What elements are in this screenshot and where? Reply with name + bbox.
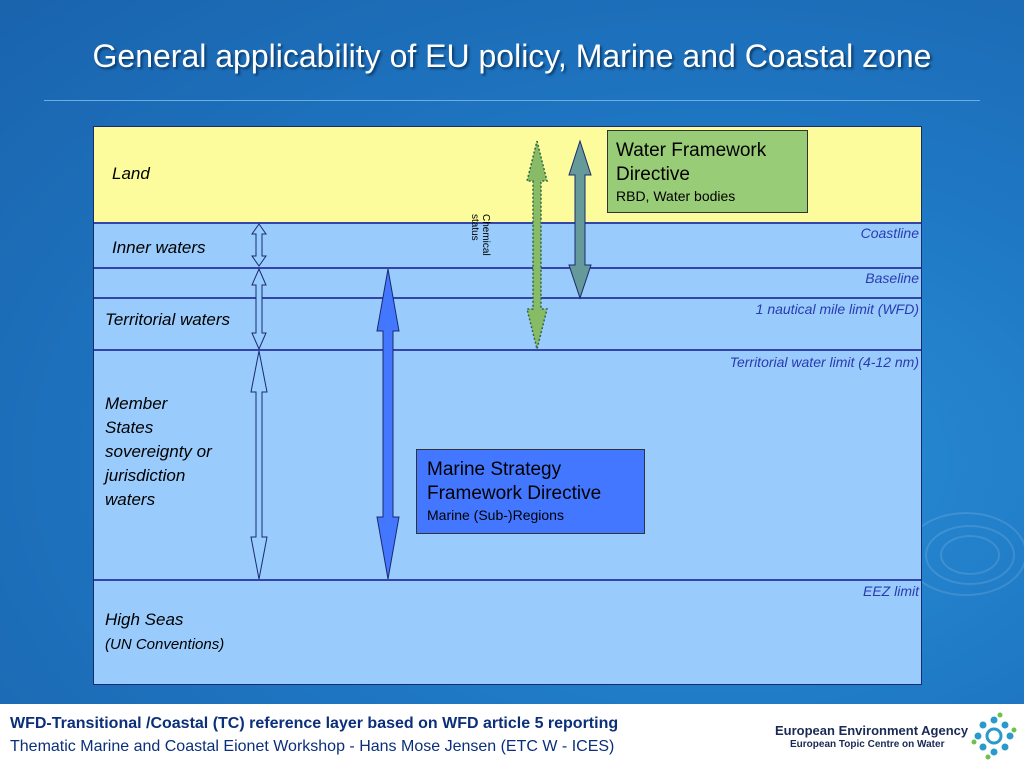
- msfd-title-line: Marine Strategy: [427, 459, 562, 480]
- topic-centre-name: European Topic Centre on Water: [790, 739, 945, 750]
- member-states-line: waters: [105, 490, 156, 509]
- slide-title: General applicability of EU policy, Mari…: [92, 38, 932, 74]
- wfd-title-line: Water Framework: [616, 140, 767, 161]
- chemical-label-line: Chemical: [480, 214, 491, 256]
- inner-waters-label: Inner waters: [112, 238, 206, 257]
- high-seas-subtitle: (UN Conventions): [105, 636, 225, 653]
- coastline-line: [94, 222, 921, 224]
- member-states-label: Member States sovereignty or jurisdictio…: [105, 392, 212, 512]
- chemical-label-line: status: [469, 214, 480, 241]
- territorial-waters-label: Territorial waters: [105, 310, 231, 329]
- territorial-limit-line: [94, 349, 921, 351]
- nautical-mile-line: [94, 297, 921, 299]
- title-divider: [44, 100, 980, 101]
- wfd-arrow: [568, 139, 592, 300]
- footer-bar: WFD-Transitional /Coastal (TC) reference…: [0, 704, 1024, 768]
- wfd-title-line: Directive: [616, 164, 690, 185]
- member-states-line: Member: [105, 394, 168, 413]
- member-states-line: sovereignty or: [105, 442, 212, 461]
- agency-name: European Environment Agency: [775, 723, 969, 738]
- high-seas-label: High Seas (UN Conventions): [105, 608, 224, 657]
- wfd-subtitle: RBD, Water bodies: [616, 188, 736, 204]
- baseline-line: [94, 267, 921, 269]
- eea-logo-icon: [971, 712, 1017, 760]
- nautical-mile-label: 1 nautical mile limit (WFD): [755, 301, 919, 317]
- member-states-line: jurisdiction: [105, 466, 186, 485]
- msfd-title-line: Framework Directive: [427, 483, 602, 504]
- chemical-status-arrow: [526, 140, 548, 350]
- msfd-arrow: [376, 268, 400, 580]
- territorial-limit-label: Territorial water limit (4-12 nm): [729, 354, 919, 370]
- eez-line: [94, 579, 921, 581]
- coastline-label: Coastline: [860, 225, 919, 241]
- ripple-decoration: [905, 512, 1024, 596]
- footer-line-2: Thematic Marine and Coastal Eionet Works…: [10, 738, 615, 755]
- msfd-box: Marine Strategy Framework Directive Mari…: [416, 449, 645, 534]
- territorial-waters-arrow: [251, 267, 267, 351]
- wfd-box: Water Framework Directive RBD, Water bod…: [607, 130, 808, 213]
- member-states-arrow: [250, 350, 268, 580]
- msfd-subtitle: Marine (Sub-)Regions: [427, 507, 564, 523]
- inner-waters-arrow: [251, 223, 267, 267]
- land-label: Land: [112, 164, 150, 183]
- chemical-status-label: Chemical status: [469, 214, 491, 274]
- footer-line-1: WFD-Transitional /Coastal (TC) reference…: [10, 715, 619, 732]
- high-seas-title: High Seas: [105, 610, 184, 629]
- arrows-layer: [250, 139, 592, 580]
- zone-diagram: Land Inner waters Territorial waters Mem…: [93, 126, 922, 685]
- baseline-label: Baseline: [865, 270, 919, 286]
- eez-label: EEZ limit: [863, 583, 919, 599]
- member-states-line: States: [105, 418, 154, 437]
